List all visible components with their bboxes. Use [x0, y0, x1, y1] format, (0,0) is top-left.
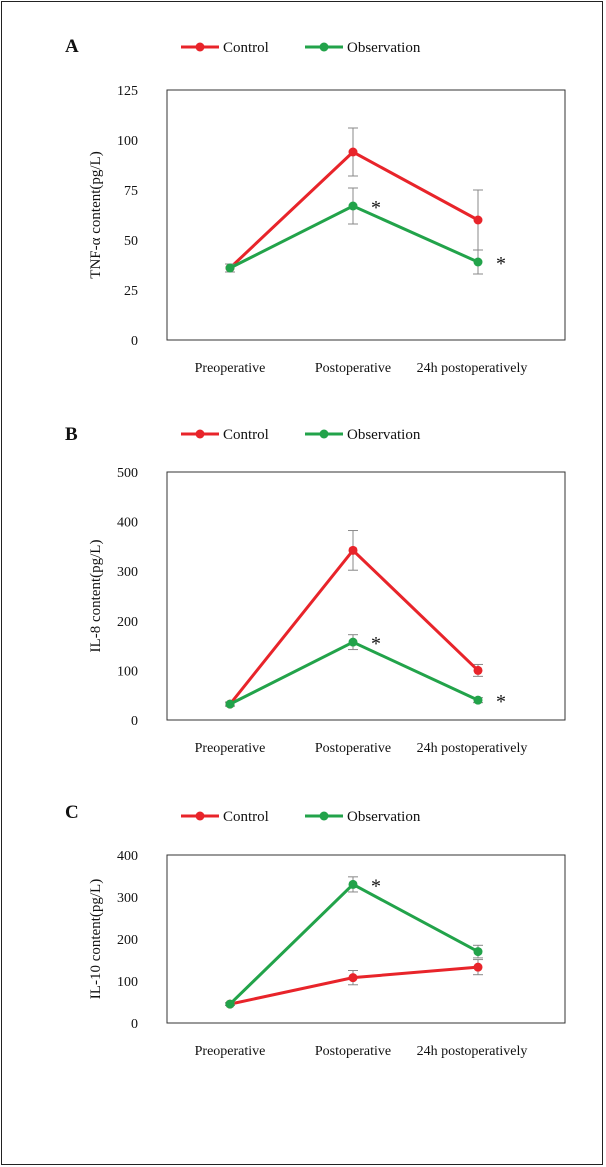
data-point-observation: [348, 637, 358, 647]
chart-panel-c: C Control Observation 0 100 200 300 400 IL-10 co…: [65, 802, 566, 1059]
significance-marker: *: [371, 875, 381, 897]
data-point-observation: [225, 999, 235, 1009]
chart-panel-a: A Control Observation 0 25 50 75 100 125 TNF-α co…: [65, 36, 566, 376]
plot-area: [166, 89, 566, 341]
y-tick-label: 125: [117, 84, 138, 99]
legend-swatch-marker: [319, 429, 329, 439]
panel-letter: C: [65, 802, 79, 823]
y-tick-label: 100: [117, 664, 138, 679]
legend-label: Observation: [347, 40, 421, 56]
y-tick-label: 75: [124, 184, 138, 199]
x-tick-label: Postoperative: [315, 1044, 391, 1059]
y-tick-label: 300: [117, 565, 138, 580]
y-tick-label: 50: [124, 234, 138, 249]
legend-label: Control: [223, 809, 269, 825]
y-tick-label: 400: [117, 516, 138, 531]
chart-panel-b: B Control Observation 0 100 200 300 400 500 IL-8 …: [65, 424, 566, 756]
y-tick-label: 300: [117, 891, 138, 906]
data-point-control: [348, 973, 358, 983]
y-tick-label: 25: [124, 284, 138, 299]
x-tick-label: 24h postoperatively: [417, 741, 528, 756]
y-tick-label: 0: [131, 334, 138, 349]
significance-marker: *: [371, 197, 381, 219]
data-point-control: [473, 665, 483, 675]
y-axis-label: IL-8 content(pg/L): [88, 540, 104, 653]
y-tick-label: 200: [117, 933, 138, 948]
x-tick-label: Preoperative: [195, 361, 266, 376]
y-axis-label: IL-10 content(pg/L): [88, 879, 104, 999]
x-tick-label: 24h postoperatively: [417, 361, 528, 376]
y-tick-label: 100: [117, 134, 138, 149]
x-tick-label: Preoperative: [195, 1044, 266, 1059]
series-line-control: [228, 548, 480, 706]
y-tick-label: 100: [117, 975, 138, 990]
significance-marker: *: [371, 633, 381, 655]
x-tick-label: 24h postoperatively: [417, 1044, 528, 1059]
data-point-control: [473, 962, 483, 972]
y-tick-label: 0: [131, 714, 138, 729]
y-tick-label: 400: [117, 849, 138, 864]
series-line-control: [229, 965, 479, 1006]
panel-letter: B: [65, 424, 78, 445]
data-point-observation: [473, 257, 483, 267]
significance-marker: *: [496, 253, 506, 275]
plot-area: [166, 854, 566, 1024]
data-point-control: [348, 545, 358, 555]
data-point-control: [473, 215, 483, 225]
legend-swatch-marker: [195, 42, 205, 52]
x-tick-label: Preoperative: [195, 741, 266, 756]
legend-swatch-marker: [195, 429, 205, 439]
data-point-observation: [473, 947, 483, 957]
y-tick-label: 0: [131, 1017, 138, 1032]
x-tick-label: Postoperative: [315, 741, 391, 756]
legend-swatch-marker: [319, 811, 329, 821]
y-axis-label: TNF-α content(pg/L): [88, 151, 104, 278]
y-tick-label: 200: [117, 615, 138, 630]
legend-swatch-marker: [319, 42, 329, 52]
series-line-observation: [229, 204, 479, 270]
data-point-control: [348, 147, 358, 157]
data-point-observation: [225, 263, 235, 273]
y-tick-label: 500: [117, 466, 138, 481]
data-point-observation: [348, 201, 358, 211]
x-tick-label: Postoperative: [315, 361, 391, 376]
legend-label: Observation: [347, 809, 421, 825]
legend-label: Control: [223, 427, 269, 443]
series-line-observation: [228, 882, 479, 1006]
data-point-observation: [348, 879, 358, 889]
panel-letter: A: [65, 36, 79, 57]
legend-label: Control: [223, 40, 269, 56]
plot-area: [166, 471, 566, 721]
significance-marker: *: [496, 691, 506, 713]
data-point-observation: [473, 695, 483, 705]
series-line-observation: [229, 640, 479, 706]
legend-swatch-marker: [195, 811, 205, 821]
legend-label: Observation: [347, 427, 421, 443]
data-point-observation: [225, 699, 235, 709]
